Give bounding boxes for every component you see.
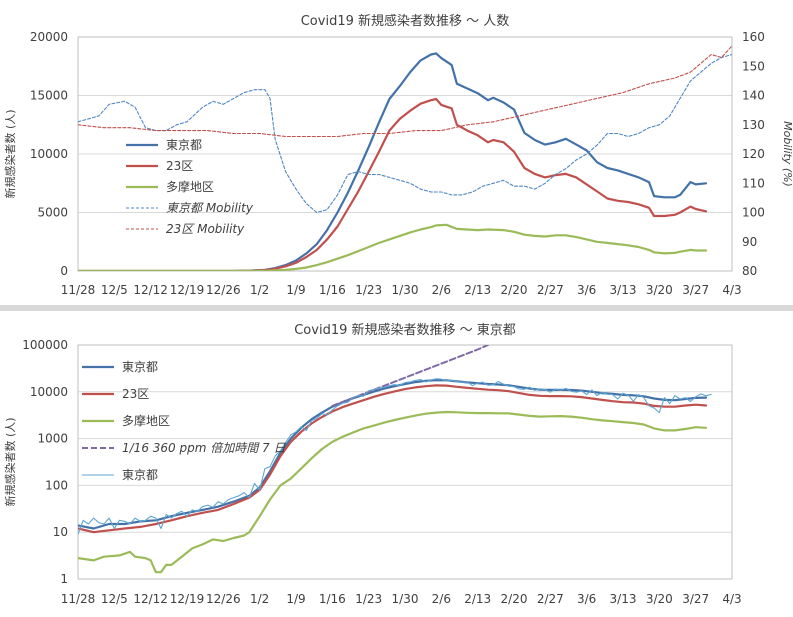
x-tick-label: 1/30 [392,283,419,297]
x-tick-label: 11/28 [61,592,96,606]
y2-tick-label: 120 [742,147,765,161]
y-axis-title: 新規感染者数 (人) [3,417,17,506]
x-tick-label: 1/23 [355,592,382,606]
y-tick-label: 5000 [37,206,68,220]
x-tick-label: 12/12 [133,283,168,297]
chart-panel-bottom: Covid19 新規感染者数推移 ～ 東京都 1 10 100 1000 10000 100… [0,311,793,617]
legend-label: 東京都 [122,468,158,482]
legend-label: 23区 Mobility [166,222,245,236]
chart-panel-top: Covid19 新規感染者数推移 ～ 人数 0 5000 10000 15000 2000… [0,0,793,305]
y2-tick-label: 80 [742,264,757,278]
x-tick-label: 3/27 [682,283,709,297]
x-tick-label: 4/3 [722,592,741,606]
x-tick-label: 3/6 [577,592,596,606]
y2-tick-label: 110 [742,176,765,190]
y-tick-label: 15000 [30,89,68,103]
x-tick-label: 3/20 [646,283,673,297]
series-line [78,53,732,214]
x-tick-label: 12/19 [170,592,205,606]
x-tick-label: 2/13 [464,283,491,297]
x-tick-label: 3/20 [646,592,673,606]
panel-divider [0,305,793,311]
y-tick-label: 100000 [22,338,68,352]
x-tick-label: 2/6 [432,283,451,297]
x-tick-label: 1/30 [392,592,419,606]
x-tick-label: 12/12 [133,592,168,606]
legend-label: 東京都 [122,360,158,374]
x-tick-label: 3/6 [577,283,596,297]
series-line [78,378,712,535]
y-tick-label: 1 [60,572,68,586]
legend-label: 多摩地区 [122,413,170,428]
legend-label: 23区 [122,387,149,401]
series-line [78,379,708,530]
y2-tick-label: 160 [742,30,765,44]
plot-area-frame [77,344,733,580]
x-tick-label: 2/20 [501,592,528,606]
x-tick-label: 12/5 [101,592,128,606]
series-line [78,410,708,574]
x-tick-label: 2/27 [537,592,564,606]
x-tick-label: 3/13 [610,592,637,606]
x-tick-label: 2/27 [537,283,564,297]
chart-title: Covid19 新規感染者数推移 ～ 人数 [301,13,510,29]
legend-label: 東京都 [166,138,202,152]
legend-label: 1/16 360 ppm 倍加時間 7 日 [122,441,286,455]
y2-tick-label: 90 [742,235,757,249]
x-tick-label: 3/13 [610,283,637,297]
y2-tick-label: 140 [742,89,765,103]
y-tick-label: 100 [45,478,68,492]
y-tick-label: 10000 [30,385,68,399]
y-tick-label: 0 [60,264,68,278]
series-line [78,223,708,271]
x-tick-label: 1/2 [250,283,269,297]
x-tick-label: 1/9 [286,592,305,606]
chart-title: Covid19 新規感染者数推移 ～ 東京都 [294,322,516,338]
series-line [78,97,708,271]
y-axis-title: 新規感染者数 (人) [3,109,17,198]
y2-tick-label: 150 [742,59,765,73]
series-group [78,45,732,271]
x-tick-label: 1/16 [319,283,346,297]
x-tick-label: 11/28 [61,283,96,297]
x-tick-label: 1/9 [286,283,305,297]
x-tick-label: 12/26 [206,283,241,297]
x-tick-label: 2/13 [464,592,491,606]
x-tick-label: 1/16 [319,592,346,606]
new-cases-log-chart: Covid19 新規感染者数推移 ～ 東京都 1 10 100 1000 10000 100… [3,322,742,606]
y-tick-label: 10000 [30,147,68,161]
plot-area-frame [77,36,733,272]
x-tick-label: 1/23 [355,283,382,297]
y-tick-label: 20000 [30,30,68,44]
legend-label: 多摩地区 [166,179,214,194]
x-tick-label: 3/27 [682,592,709,606]
series-group [78,345,712,574]
series-line [78,384,708,534]
series-line [78,45,732,138]
y2-axis-title: Mobility (%) [781,121,793,187]
legend-label: 23区 [166,159,193,173]
x-tick-label: 1/2 [250,592,269,606]
legend-label: 東京都 Mobility [166,201,254,215]
y-tick-label: 1000 [37,432,68,446]
x-tick-label: 4/3 [722,283,741,297]
x-tick-label: 12/5 [101,283,128,297]
x-tick-label: 12/19 [170,283,205,297]
y-tick-label: 10 [53,525,68,539]
y2-tick-label: 130 [742,118,765,132]
new-cases-linear-chart: Covid19 新規感染者数推移 ～ 人数 0 5000 10000 15000 2000… [3,13,793,297]
y2-tick-label: 100 [742,206,765,220]
x-tick-label: 12/26 [206,592,241,606]
x-tick-label: 2/20 [501,283,528,297]
x-tick-label: 2/6 [432,592,451,606]
series-line [331,345,489,407]
